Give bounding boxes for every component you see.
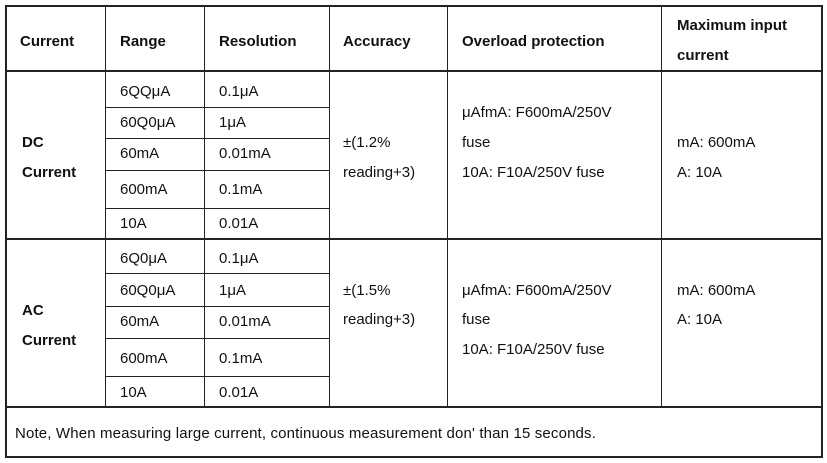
header-resolution: Resolution (219, 33, 297, 50)
dc-row-line (106, 208, 330, 209)
dc-range: 60Q0μA (120, 114, 176, 131)
header-current: Current (20, 33, 75, 50)
col-divider (329, 5, 330, 407)
col-divider (105, 5, 106, 407)
ac-range: 6Q0μA (120, 250, 167, 267)
dc-range: 6QQμA (120, 83, 171, 100)
dc-row-line (106, 138, 330, 139)
dc-resolution: 0.01A (219, 215, 259, 232)
col-divider (661, 5, 662, 407)
header-max-line1: Maximum input (677, 17, 788, 34)
ac-label: AC (22, 302, 44, 319)
header-range: Range (120, 33, 166, 50)
ac-accuracy: ±(1.5% (343, 282, 391, 299)
dc-range: 60mA (120, 145, 160, 162)
ac-row-line (106, 306, 330, 307)
ac-accuracy: reading+3) (343, 311, 416, 328)
ac-resolution: 1μA (219, 282, 246, 299)
dc-accuracy: ±(1.2% (343, 134, 391, 151)
ac-range: 10A (120, 384, 147, 401)
header-bottom-border (5, 70, 823, 72)
dc-accuracy: reading+3) (343, 164, 416, 181)
ac-row-line (106, 273, 330, 274)
dc-ac-divider (5, 238, 823, 240)
dc-label: Current (22, 164, 77, 181)
dc-resolution: 0.1mA (219, 181, 263, 198)
dc-overload: fuse (462, 134, 491, 151)
spec-table (5, 5, 823, 458)
dc-range: 10A (120, 215, 147, 232)
ac-label: Current (22, 332, 77, 349)
dc-row-line (106, 107, 330, 108)
dc-resolution: 0.01mA (219, 145, 271, 162)
ac-row-line (106, 338, 330, 339)
dc-resolution: 0.1μA (219, 83, 259, 100)
ac-max-input: A: 10A (677, 311, 723, 328)
ac-resolution: 0.1μA (219, 250, 259, 267)
footnote: Note, When measuring large current, cont… (15, 425, 597, 442)
col-divider (204, 5, 205, 407)
ac-range: 60mA (120, 313, 160, 330)
ac-row-line (106, 376, 330, 377)
header-accuracy: Accuracy (343, 33, 411, 50)
col-divider (447, 5, 448, 407)
ac-resolution: 0.01mA (219, 313, 271, 330)
header-overload: Overload protection (462, 33, 605, 50)
ac-overload: μAfmA: F600mA/250V (462, 282, 612, 299)
dc-overload: 10A: F10A/250V fuse (462, 164, 605, 181)
dc-label: DC (22, 134, 44, 151)
header-max-line2: current (677, 47, 729, 64)
ac-range: 600mA (120, 350, 168, 367)
ac-resolution: 0.1mA (219, 350, 263, 367)
dc-resolution: 1μA (219, 114, 246, 131)
dc-range: 600mA (120, 181, 168, 198)
dc-max-input: A: 10A (677, 164, 723, 181)
ac-range: 60Q0μA (120, 282, 176, 299)
ac-max-input: mA: 600mA (677, 282, 756, 299)
ac-overload: fuse (462, 311, 491, 328)
table-bottom-border (5, 406, 823, 408)
dc-row-line (106, 170, 330, 171)
ac-overload: 10A: F10A/250V fuse (462, 341, 605, 358)
dc-max-input: mA: 600mA (677, 134, 756, 151)
dc-overload: μAfmA: F600mA/250V (462, 104, 612, 121)
ac-resolution: 0.01A (219, 384, 259, 401)
